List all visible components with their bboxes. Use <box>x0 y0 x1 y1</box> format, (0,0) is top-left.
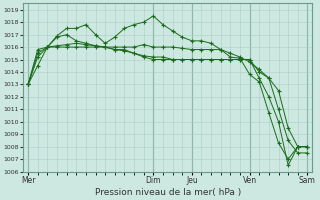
X-axis label: Pression niveau de la mer( hPa ): Pression niveau de la mer( hPa ) <box>95 188 241 197</box>
